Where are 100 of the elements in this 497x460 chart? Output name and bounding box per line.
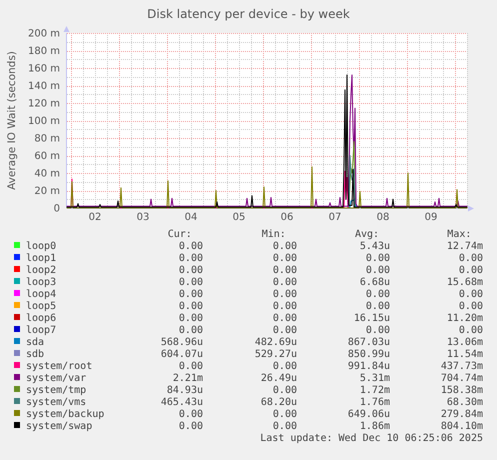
- text: 704.74m: [440, 373, 483, 384]
- text: 0.00: [272, 409, 297, 420]
- text: 0.00: [178, 325, 203, 336]
- legend-label: loop6: [26, 313, 56, 324]
- text: 0.00: [178, 277, 203, 288]
- text: 0.00: [272, 265, 297, 276]
- y-tick-label: 100 m: [28, 116, 60, 127]
- text: 12.74m: [446, 241, 483, 252]
- text: 0.00: [366, 265, 390, 276]
- text: 0.00: [178, 301, 203, 312]
- text: 867.03u: [348, 337, 390, 348]
- text: 16.15u: [354, 313, 390, 324]
- text: 15.68m: [446, 277, 483, 288]
- text: 0.00: [178, 421, 203, 432]
- text: 0.00: [272, 361, 297, 372]
- text: 0.00: [178, 253, 203, 264]
- text: 0.00: [272, 277, 297, 288]
- text: 2.21m: [172, 373, 203, 384]
- x-tick-label: 05: [232, 212, 246, 223]
- x-tick-label: 04: [184, 212, 198, 223]
- text: 529.27u: [254, 349, 297, 360]
- x-tick-label: 06: [280, 212, 294, 223]
- text: 991.84u: [348, 361, 390, 372]
- text: 1.76m: [360, 397, 390, 408]
- text: 0.00: [366, 301, 390, 312]
- text: 68.30m: [446, 397, 483, 408]
- text: 0.00: [178, 241, 203, 252]
- y-tick-label: 180 m: [28, 46, 60, 57]
- text: 26.49u: [260, 373, 297, 384]
- text: 0.00: [272, 385, 297, 396]
- text: 279.84m: [440, 409, 483, 420]
- text: 0.00: [272, 241, 297, 252]
- legend-label: sdb: [26, 349, 44, 360]
- legend-label: loop2: [26, 265, 56, 276]
- text: 0.00: [272, 325, 297, 336]
- legend-label: loop7: [26, 325, 56, 336]
- legend-label: loop0: [26, 241, 56, 252]
- text: 1.72m: [360, 385, 390, 396]
- text: Min:: [262, 229, 286, 240]
- y-tick-label: 40 m: [34, 168, 60, 180]
- text: 465.43u: [160, 397, 203, 408]
- y-tick-label: 160 m: [28, 64, 60, 74]
- text: 11.20m: [446, 313, 483, 324]
- text: 84.93u: [166, 385, 203, 396]
- legend-label: loop4: [26, 289, 56, 300]
- text: 649.06u: [348, 409, 390, 420]
- text: 0.00: [272, 421, 297, 432]
- text: 6.68u: [360, 277, 390, 288]
- text: 0.00: [178, 313, 203, 324]
- text: 0.00: [458, 253, 483, 264]
- legend-label: loop1: [26, 253, 56, 264]
- text: 0.00: [366, 289, 390, 300]
- text: 0.00: [458, 265, 483, 276]
- text: 482.69u: [254, 337, 297, 348]
- text: 0.00: [458, 289, 483, 300]
- text: 0.00: [178, 361, 203, 372]
- text: 5.31m: [360, 373, 390, 384]
- text: 5.43u: [360, 241, 390, 252]
- text: 68.20u: [260, 397, 297, 408]
- legend-label: system/tmp: [26, 385, 86, 396]
- x-tick-label: 07: [328, 212, 342, 223]
- x-tick-label: 03: [136, 212, 150, 223]
- legend-label: system/backup: [26, 409, 104, 420]
- text: Avg:: [355, 229, 380, 240]
- legend-label: system/var: [26, 373, 86, 384]
- y-tick-label: 80 m: [34, 134, 60, 144]
- text: Cur:: [168, 229, 192, 240]
- text: 0.00: [458, 325, 483, 336]
- y-tick-label: 60 m: [34, 151, 60, 162]
- y-tick-label: 0: [54, 204, 60, 214]
- text: 0.00: [366, 253, 390, 264]
- text: 437.73m: [440, 361, 483, 372]
- y-tick-label: 140 m: [28, 81, 60, 92]
- legend-label: system/vms: [26, 397, 86, 408]
- text: 0.00: [178, 409, 203, 420]
- y-axis-title: Average IO Wait (seconds): [6, 51, 18, 190]
- text: 0.00: [178, 289, 203, 300]
- text: 0.00: [366, 325, 390, 336]
- x-tick-label: 08: [376, 212, 390, 223]
- text: 0.00: [272, 253, 297, 264]
- text: 850.99u: [348, 349, 390, 360]
- x-tick-label: 02: [88, 212, 102, 223]
- text: 1.86m: [360, 421, 390, 432]
- text: 11.54m: [446, 349, 483, 360]
- text: Max:: [447, 229, 472, 240]
- legend-label: loop5: [26, 301, 56, 312]
- legend-label: sda: [26, 337, 44, 348]
- y-tick-label: 200 m: [28, 28, 60, 40]
- text: 0.00: [272, 313, 297, 324]
- y-tick-label: 20 m: [34, 186, 60, 197]
- text: 568.96u: [160, 337, 203, 348]
- text: 804.10m: [440, 421, 483, 432]
- text: Last update: Wed Dec 10 06:25:06 2025: [260, 433, 483, 444]
- text: 604.07u: [160, 349, 203, 360]
- chart-title: Disk latency per device - by week: [147, 7, 350, 21]
- legend-label: system/swap: [26, 421, 92, 432]
- text: 0.00: [272, 301, 297, 312]
- x-tick-label: 09: [424, 212, 438, 223]
- text: 0.00: [458, 301, 483, 312]
- y-tick-label: 120 m: [28, 98, 60, 110]
